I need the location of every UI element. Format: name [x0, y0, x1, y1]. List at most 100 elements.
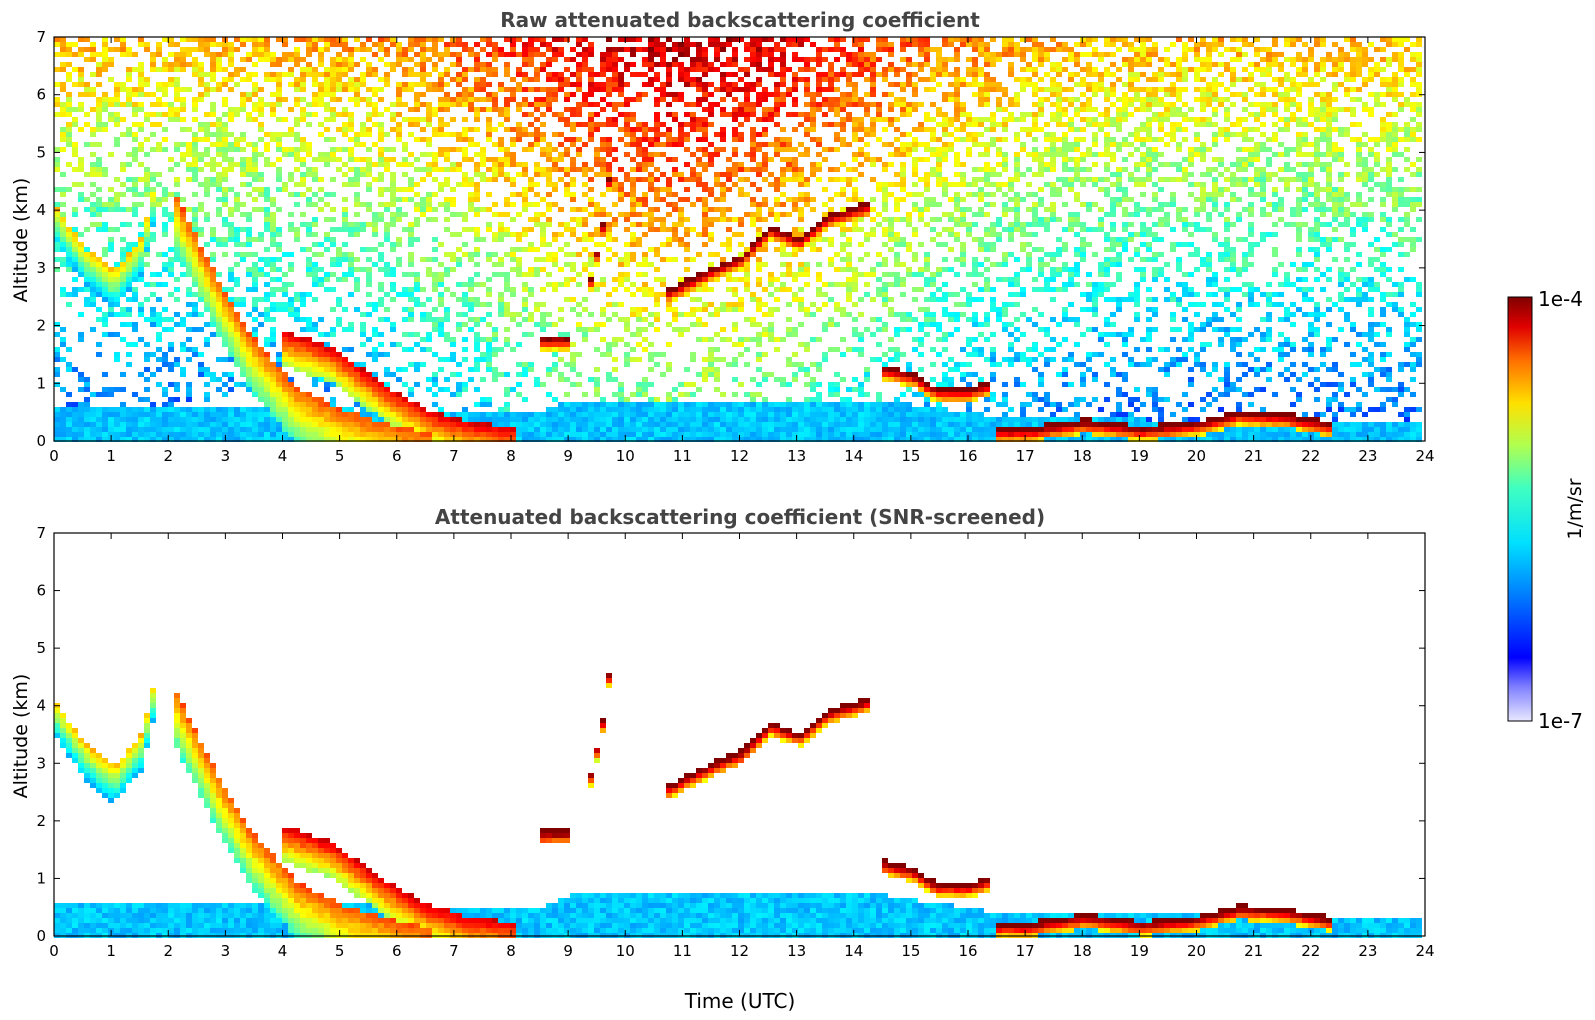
heatmap-cell — [60, 412, 66, 417]
heatmap-cell — [228, 387, 234, 392]
heatmap-cell — [438, 102, 444, 107]
heatmap-cell — [390, 217, 396, 222]
heatmap-cell — [318, 412, 324, 417]
heatmap-cell — [702, 107, 708, 112]
heatmap-cell — [672, 257, 678, 262]
heatmap-cell — [420, 422, 426, 427]
heatmap-cell — [222, 392, 228, 397]
heatmap-cell — [672, 142, 678, 147]
heatmap-cell — [204, 82, 210, 87]
heatmap-cell — [204, 417, 210, 422]
heatmap-cell — [708, 437, 714, 442]
heatmap-cell — [702, 242, 708, 247]
heatmap-cell — [696, 57, 702, 62]
heatmap-cell — [120, 102, 126, 107]
heatmap-cell — [570, 417, 576, 422]
heatmap-cell — [726, 432, 732, 437]
heatmap-cell — [462, 72, 468, 77]
heatmap-cell — [546, 182, 552, 187]
heatmap-cell — [180, 262, 186, 267]
heatmap-cell — [678, 417, 684, 422]
heatmap-cell — [336, 367, 342, 372]
heatmap-cell — [114, 387, 120, 392]
heatmap-cell — [654, 207, 660, 212]
heatmap-cell — [162, 67, 168, 72]
heatmap-cell — [516, 342, 522, 347]
heatmap-cell — [318, 407, 324, 412]
heatmap-cell — [198, 412, 204, 417]
heatmap-cell — [408, 227, 414, 232]
heatmap-cell — [678, 77, 684, 82]
heatmap-cell — [594, 287, 600, 292]
heatmap-cell — [378, 302, 384, 307]
heatmap-cell — [348, 412, 354, 417]
heatmap-cell — [552, 407, 558, 412]
heatmap-cell — [216, 57, 222, 62]
heatmap-cell — [222, 357, 228, 362]
heatmap-cell — [276, 232, 282, 237]
heatmap-cell — [264, 57, 270, 62]
heatmap-cell — [282, 282, 288, 287]
heatmap-cell — [168, 437, 174, 442]
heatmap-cell — [306, 317, 312, 322]
heatmap-cell — [498, 412, 504, 417]
heatmap-cell — [330, 372, 336, 377]
heatmap-cell — [276, 102, 282, 107]
heatmap-cell — [354, 362, 360, 367]
heatmap-cell — [438, 152, 444, 157]
heatmap-cell — [270, 197, 276, 202]
heatmap-cell — [72, 432, 78, 437]
heatmap-cell — [438, 277, 444, 282]
heatmap-cell — [306, 52, 312, 57]
heatmap-cell — [606, 182, 612, 187]
heatmap-cell — [90, 182, 96, 187]
heatmap-cell — [624, 102, 630, 107]
heatmap-cell — [276, 37, 282, 42]
heatmap-cell — [150, 172, 156, 177]
heatmap-cell — [162, 62, 168, 67]
heatmap-cell — [234, 417, 240, 422]
heatmap-cell — [186, 257, 192, 262]
heatmap-cell — [456, 97, 462, 102]
heatmap-cell — [426, 197, 432, 202]
heatmap-cell — [360, 407, 366, 412]
heatmap-cell — [642, 257, 648, 262]
heatmap-cell — [156, 427, 162, 432]
heatmap-cell — [342, 357, 348, 362]
heatmap-cell — [354, 232, 360, 237]
heatmap-cell — [228, 417, 234, 422]
heatmap-cell — [120, 252, 126, 257]
heatmap-cell — [606, 47, 612, 52]
heatmap-cell — [534, 302, 540, 307]
heatmap-cell — [372, 332, 378, 337]
heatmap-cell — [552, 97, 558, 102]
heatmap-cell — [462, 437, 468, 442]
heatmap-cell — [180, 412, 186, 417]
heatmap-cell — [228, 147, 234, 152]
heatmap-cell — [228, 107, 234, 112]
heatmap-cell — [300, 72, 306, 77]
heatmap-cell — [378, 42, 384, 47]
heatmap-cell — [738, 67, 744, 72]
heatmap-cell — [696, 337, 702, 342]
heatmap-cell — [480, 77, 486, 82]
heatmap-cell — [498, 112, 504, 117]
heatmap-cell — [558, 132, 564, 137]
heatmap-cell — [594, 432, 600, 437]
heatmap-cell — [66, 437, 72, 442]
heatmap-cell — [600, 227, 606, 232]
heatmap-cell — [684, 122, 690, 127]
heatmap-cell — [252, 357, 258, 362]
heatmap-cell — [228, 267, 234, 272]
heatmap-cell — [204, 342, 210, 347]
heatmap-cell — [192, 167, 198, 172]
heatmap-cell — [126, 77, 132, 82]
heatmap-cell — [378, 412, 384, 417]
heatmap-cell — [510, 422, 516, 427]
heatmap-cell — [360, 327, 366, 332]
heatmap-cell — [210, 377, 216, 382]
heatmap-cell — [654, 52, 660, 57]
heatmap-cell — [702, 82, 708, 87]
heatmap-cell — [588, 437, 594, 442]
heatmap-cell — [330, 42, 336, 47]
